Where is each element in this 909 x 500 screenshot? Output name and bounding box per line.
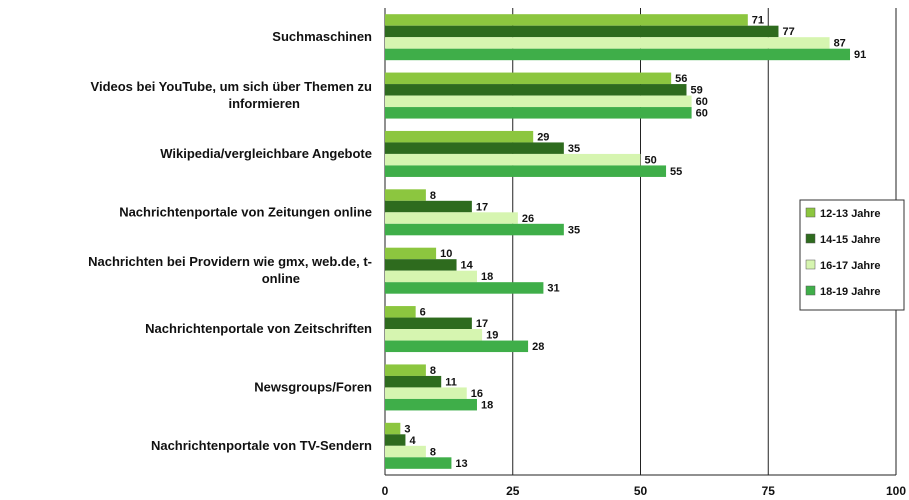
bar	[385, 317, 472, 330]
category-label: Nachrichten bei Providern wie gmx, web.d…	[88, 254, 372, 269]
data-label: 35	[568, 143, 580, 155]
category-label: Nachrichtenportale von Zeitschriften	[145, 321, 372, 336]
data-label: 60	[696, 96, 708, 108]
bar	[385, 165, 667, 177]
category-label: Suchmaschinen	[272, 29, 372, 44]
x-tick-label: 100	[886, 484, 906, 498]
bar	[385, 270, 477, 283]
data-label: 18	[481, 271, 493, 283]
data-label: 50	[645, 154, 657, 166]
bar	[385, 422, 401, 435]
legend-swatch	[805, 259, 816, 270]
data-label: 6	[420, 307, 426, 319]
data-label: 3	[404, 423, 410, 435]
bar	[385, 14, 748, 26]
category-label: Nachrichtenportale von TV-Sendern	[151, 438, 372, 453]
data-label: 31	[547, 283, 559, 295]
data-label: 91	[854, 49, 866, 61]
legend-label: 14-15 Jahre	[820, 234, 881, 246]
bars	[385, 14, 851, 469]
legend-swatch	[805, 207, 816, 218]
data-label: 55	[670, 166, 682, 178]
data-label: 56	[675, 73, 687, 85]
legend-swatch	[805, 285, 816, 296]
bar	[385, 329, 483, 341]
x-tick-label: 75	[762, 484, 776, 498]
category-label: Videos bei YouTube, um sich über Themen …	[91, 79, 373, 94]
x-tick-label: 50	[634, 484, 648, 498]
category-labels: Suchmaschinen Videos bei YouTube, um sich…	[88, 29, 372, 453]
legend-label: 18-19 Jahre	[820, 286, 881, 298]
bar	[385, 457, 452, 469]
category-label: informieren	[228, 96, 300, 111]
x-tick-label: 0	[382, 484, 389, 498]
data-label: 16	[471, 388, 483, 400]
bar	[385, 37, 830, 49]
data-labels: 7177879156596060293550558172635101418316…	[404, 15, 866, 470]
data-label: 28	[532, 341, 544, 353]
bar	[385, 153, 641, 166]
legend-box	[799, 199, 905, 311]
category-label: online	[262, 271, 300, 286]
x-tick-label: 25	[506, 484, 520, 498]
data-label: 14	[461, 260, 474, 272]
data-label: 87	[834, 38, 846, 50]
bar	[385, 48, 851, 61]
data-label: 77	[782, 26, 794, 38]
category-label: Nachrichtenportale von Zeitungen online	[119, 204, 372, 219]
bar	[385, 223, 564, 236]
legend: 12-13 Jahre 14-15 Jahre 16-17 Jahre 18-19 J…	[799, 199, 905, 311]
bar	[385, 282, 544, 294]
bar	[385, 107, 692, 119]
data-label: 71	[752, 15, 764, 27]
bar	[385, 84, 687, 96]
bar	[385, 445, 426, 458]
data-label: 19	[486, 330, 498, 342]
bar	[385, 130, 534, 143]
bar	[385, 434, 406, 446]
legend-label: 16-17 Jahre	[820, 260, 881, 272]
data-label: 35	[568, 224, 580, 236]
bar	[385, 259, 457, 271]
bar	[385, 387, 467, 399]
bar	[385, 95, 692, 108]
bar	[385, 247, 437, 260]
bar	[385, 364, 426, 376]
bar	[385, 142, 564, 154]
x-axis-ticks: 0 25 50 75 100	[382, 484, 907, 498]
bar	[385, 212, 518, 224]
bar	[385, 375, 442, 388]
data-label: 17	[476, 201, 488, 213]
data-label: 29	[537, 131, 549, 143]
bar	[385, 25, 779, 38]
data-label: 11	[445, 376, 457, 388]
category-label: Newsgroups/Foren	[254, 379, 372, 394]
data-label: 60	[696, 108, 708, 120]
bar	[385, 398, 477, 411]
bar	[385, 189, 426, 201]
category-label: Wikipedia/vergleichbare Angebote	[160, 146, 372, 161]
bar	[385, 306, 416, 318]
legend-swatch	[805, 233, 816, 244]
data-label: 10	[440, 248, 452, 260]
data-label: 8	[430, 446, 436, 458]
bar	[385, 200, 472, 213]
data-label: 18	[481, 399, 493, 411]
bar	[385, 340, 529, 353]
data-label: 4	[409, 435, 416, 447]
data-label: 59	[690, 85, 702, 97]
data-label: 26	[522, 213, 534, 225]
legend-label: 12-13 Jahre	[820, 208, 881, 220]
bar	[385, 72, 672, 85]
data-label: 13	[455, 458, 467, 470]
data-label: 8	[430, 190, 436, 202]
data-label: 8	[430, 365, 436, 377]
data-label: 17	[476, 318, 488, 330]
